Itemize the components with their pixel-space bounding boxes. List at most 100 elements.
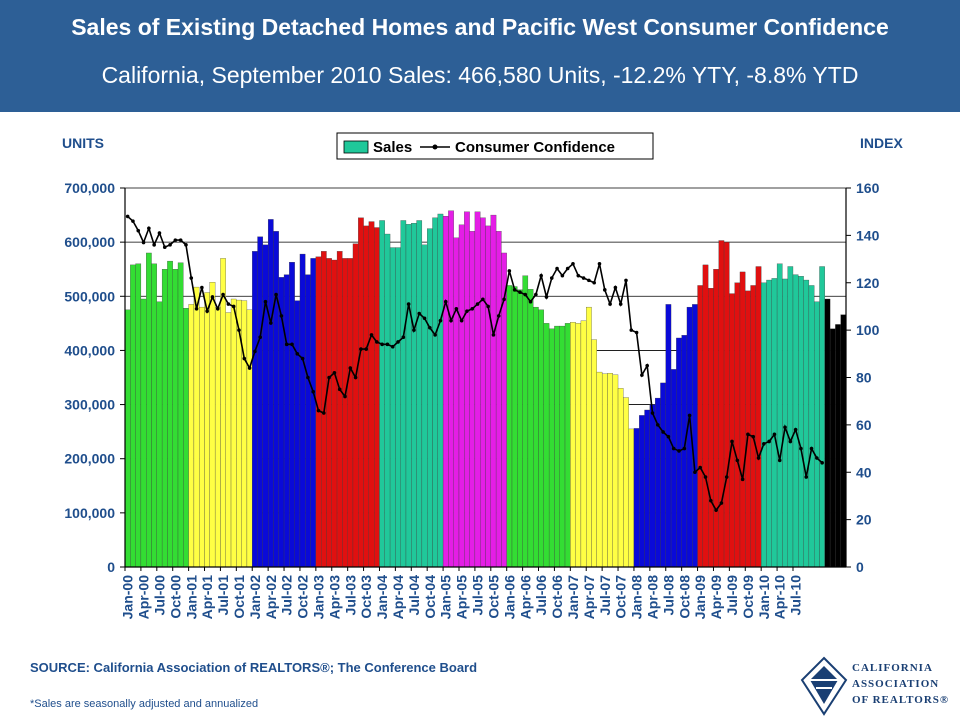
confidence-point	[475, 302, 480, 306]
sales-bar	[543, 323, 550, 568]
left-tick-label: 300,000	[64, 397, 115, 413]
sales-bar	[649, 404, 656, 568]
confidence-point	[215, 307, 220, 311]
sales-bar	[840, 314, 847, 568]
confidence-point	[698, 465, 703, 470]
sales-bar	[723, 241, 730, 568]
sales-bar	[607, 373, 613, 568]
confidence-point	[406, 302, 411, 306]
confidence-point	[783, 425, 787, 430]
confidence-point	[740, 477, 745, 482]
sales-bar	[230, 298, 237, 568]
sales-bar	[787, 266, 794, 568]
sales-bar	[130, 264, 136, 568]
sales-bar	[596, 371, 603, 568]
confidence-point	[496, 314, 501, 318]
sales-bar	[453, 237, 460, 568]
sales-bar	[697, 285, 704, 568]
confidence-point	[147, 226, 151, 231]
sales-bar	[792, 274, 799, 568]
sales-bar	[257, 236, 263, 568]
sales-bar	[273, 231, 279, 568]
confidence-point	[268, 321, 273, 325]
right-tick-label: 40	[856, 464, 872, 480]
sales-bar	[819, 266, 825, 568]
x-tick-label: Apr-08	[645, 575, 661, 620]
sales-bar	[405, 224, 412, 568]
sales-bar	[124, 309, 131, 568]
x-tick-label: Oct-00	[167, 575, 183, 619]
sales-bar	[199, 306, 205, 568]
x-tick-label: Oct-08	[676, 575, 692, 619]
x-tick-label: Jan-08	[629, 575, 645, 620]
confidence-point	[634, 330, 639, 335]
confidence-point	[581, 276, 586, 280]
right-tick-label: 140	[856, 227, 880, 243]
confidence-point	[417, 311, 422, 316]
confidence-point	[804, 475, 809, 479]
confidence-point	[247, 366, 252, 370]
confidence-point	[597, 262, 602, 266]
confidence-point	[295, 352, 300, 356]
confidence-point	[507, 269, 512, 273]
x-tick-label: Apr-07	[581, 575, 597, 620]
x-tick-label: Oct-06	[549, 575, 565, 619]
confidence-point	[184, 243, 188, 247]
confidence-point	[724, 475, 729, 479]
confidence-point	[544, 295, 549, 299]
sales-bar	[161, 269, 168, 568]
car-logo-mark-icon	[800, 656, 848, 716]
confidence-point	[327, 375, 331, 380]
sales-bar	[538, 309, 544, 568]
confidence-point	[231, 304, 236, 309]
confidence-point	[401, 335, 406, 340]
sales-bar	[310, 258, 317, 568]
sales-bar	[548, 328, 555, 568]
sales-bar	[437, 213, 444, 568]
logo-line-2: ASSOCIATION	[852, 678, 940, 690]
confidence-point	[645, 363, 649, 368]
confidence-point	[396, 340, 400, 344]
confidence-point	[380, 342, 384, 347]
sales-bar	[151, 263, 157, 568]
sales-bar	[395, 247, 401, 568]
left-tick-label: 500,000	[64, 288, 115, 304]
sales-bar	[427, 228, 433, 568]
sales-bar	[670, 369, 677, 568]
x-tick-label: Apr-02	[263, 575, 279, 620]
left-axis-unit-label: UNITS	[62, 135, 104, 151]
x-tick-label: Jan-07	[565, 575, 581, 620]
sales-bar	[294, 300, 301, 568]
sales-bar	[262, 244, 269, 568]
confidence-point	[237, 328, 241, 332]
sales-bar	[808, 285, 815, 568]
confidence-point	[528, 299, 533, 304]
confidence-point	[587, 278, 591, 283]
legend-box	[336, 132, 654, 160]
confidence-point	[390, 344, 395, 349]
confidence-point	[709, 498, 713, 503]
confidence-point	[385, 342, 390, 347]
sales-bar	[225, 312, 232, 568]
sales-bar	[660, 382, 666, 568]
confidence-point	[131, 219, 135, 223]
x-tick-label: Jan-05	[438, 575, 454, 620]
confidence-point	[221, 292, 225, 297]
confidence-point	[332, 370, 337, 375]
sales-bar	[374, 227, 380, 568]
confidence-point	[300, 356, 305, 361]
confidence-point	[534, 292, 538, 297]
legend-confidence-label: Consumer Confidence	[455, 139, 615, 156]
x-tick-label: Jan-03	[311, 575, 327, 620]
sales-bar	[713, 269, 719, 568]
confidence-point	[422, 316, 427, 321]
sales-bar	[156, 301, 163, 568]
confidence-point	[258, 335, 262, 340]
confidence-point	[433, 333, 437, 337]
sales-bar	[559, 325, 566, 568]
sales-bar	[575, 323, 582, 568]
sales-bar	[411, 223, 417, 568]
confidence-point	[693, 470, 697, 475]
confidence-point	[465, 309, 469, 313]
